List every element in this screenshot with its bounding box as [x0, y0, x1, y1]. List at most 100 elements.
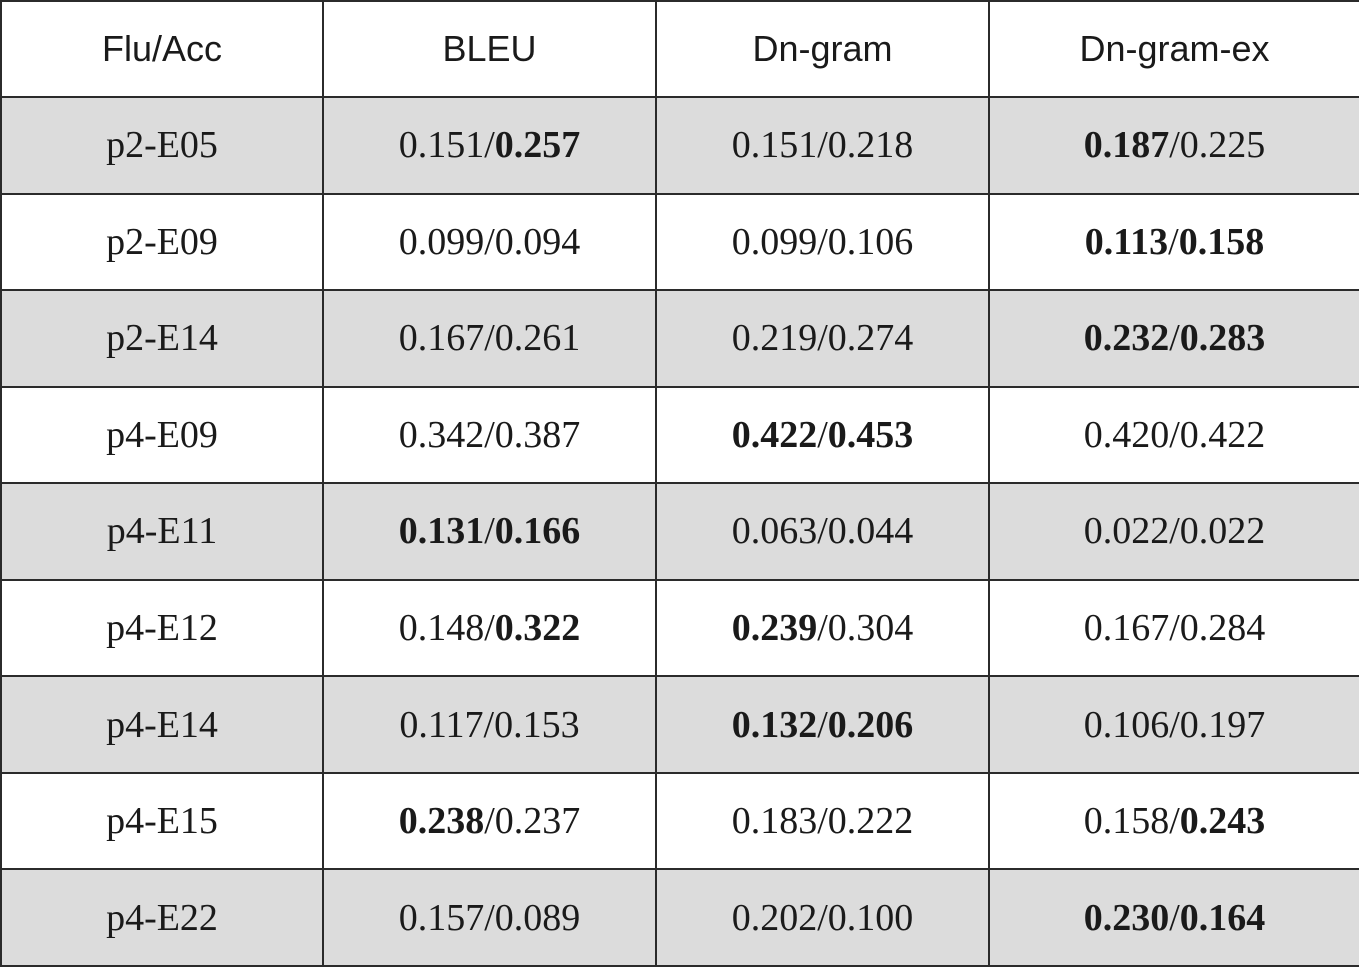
row-label: p4-E12	[0, 578, 324, 678]
value-separator: /	[1169, 413, 1180, 456]
value-separator: /	[484, 317, 495, 360]
fluency-value: 0.422	[731, 413, 818, 456]
cell-dn-gram: 0.219/0.274	[655, 289, 990, 388]
cell-dn-gram: 0.422/0.453	[655, 385, 990, 485]
cell-bleu: 0.148/0.322	[322, 578, 657, 678]
table-row: p2-E14 0.167/0.261 0.219/0.274 0.232/0.283	[0, 289, 1359, 388]
accuracy-value: 0.206	[827, 703, 914, 746]
cell-bleu: 0.238/0.237	[322, 771, 657, 871]
value-separator: /	[817, 607, 828, 649]
accuracy-value: 0.222	[827, 800, 914, 843]
fluency-value: 0.167	[1083, 607, 1170, 649]
cell-dn-gram-ex: 0.158/0.243	[988, 771, 1359, 871]
table-row: p2-E05 0.151/0.257 0.151/0.218 0.187/0.225	[0, 96, 1359, 195]
fluency-value: 0.219	[731, 317, 818, 360]
fluency-value: 0.151	[731, 124, 818, 167]
accuracy-value: 0.453	[827, 413, 914, 456]
accuracy-value: 0.274	[827, 317, 914, 360]
row-label: p2-E09	[0, 192, 324, 292]
accuracy-value: 0.166	[494, 510, 581, 553]
value-separator: /	[817, 703, 828, 746]
accuracy-value: 0.243	[1179, 800, 1266, 843]
table-row: p4-E11 0.131/0.166 0.063/0.044 0.022/0.022	[0, 482, 1359, 581]
cell-bleu: 0.117/0.153	[322, 675, 657, 774]
accuracy-value: 0.100	[827, 896, 914, 939]
fluency-value: 0.187	[1083, 124, 1170, 167]
table-row: p2-E09 0.099/0.094 0.099/0.106 0.113/0.158	[0, 192, 1359, 292]
fluency-value: 0.151	[398, 124, 485, 167]
cell-dn-gram: 0.202/0.100	[655, 868, 990, 967]
accuracy-value: 0.089	[494, 896, 581, 939]
cell-dn-gram-ex: 0.232/0.283	[988, 289, 1359, 388]
value-separator: /	[1169, 703, 1180, 746]
cell-dn-gram-ex: 0.113/0.158	[988, 192, 1359, 292]
value-separator: /	[817, 124, 828, 167]
value-separator: /	[1169, 317, 1180, 360]
cell-dn-gram-ex: 0.230/0.164	[988, 868, 1359, 967]
header-dn-gram: Dn-gram	[655, 0, 990, 98]
fluency-value: 0.183	[731, 800, 818, 843]
fluency-value: 0.148	[398, 607, 485, 649]
fluency-value: 0.232	[1083, 317, 1170, 360]
fluency-value: 0.063	[731, 510, 818, 553]
cell-dn-gram-ex: 0.167/0.284	[988, 578, 1359, 678]
fluency-value: 0.132	[731, 703, 818, 746]
cell-dn-gram: 0.151/0.218	[655, 96, 990, 195]
fluency-value: 0.238	[398, 800, 485, 843]
fluency-value: 0.099	[398, 220, 485, 263]
header-dn-gram-ex: Dn-gram-ex	[988, 0, 1359, 98]
cell-dn-gram-ex: 0.022/0.022	[988, 482, 1359, 581]
accuracy-value: 0.106	[827, 220, 914, 263]
fluency-value: 0.117	[399, 703, 484, 746]
value-separator: /	[817, 413, 828, 456]
accuracy-value: 0.022	[1179, 510, 1266, 553]
header-row: Flu/Acc BLEU Dn-gram Dn-gram-ex	[0, 0, 1359, 98]
cell-dn-gram-ex: 0.420/0.422	[988, 385, 1359, 485]
value-separator: /	[1169, 800, 1180, 843]
accuracy-value: 0.261	[494, 317, 581, 360]
table-row: p4-E15 0.238/0.237 0.183/0.222 0.158/0.243	[0, 771, 1359, 871]
cell-bleu: 0.099/0.094	[322, 192, 657, 292]
accuracy-value: 0.094	[494, 220, 581, 263]
value-separator: /	[484, 413, 495, 456]
accuracy-value: 0.304	[827, 607, 914, 649]
accuracy-value: 0.322	[494, 607, 581, 649]
accuracy-value: 0.257	[494, 124, 581, 167]
value-separator: /	[817, 220, 828, 263]
cell-dn-gram: 0.239/0.304	[655, 578, 990, 678]
header-bleu: BLEU	[322, 0, 657, 98]
cell-bleu: 0.157/0.089	[322, 868, 657, 967]
accuracy-value: 0.237	[494, 800, 581, 843]
value-separator: /	[483, 703, 495, 746]
value-separator: /	[817, 896, 828, 939]
value-separator: /	[1169, 124, 1180, 167]
cell-dn-gram: 0.099/0.106	[655, 192, 990, 292]
value-separator: /	[1169, 896, 1180, 939]
cell-dn-gram-ex: 0.106/0.197	[988, 675, 1359, 774]
value-separator: /	[484, 607, 495, 649]
fluency-value: 0.106	[1083, 703, 1170, 746]
value-separator: /	[484, 800, 495, 843]
table-header: Flu/Acc BLEU Dn-gram Dn-gram-ex	[0, 0, 1359, 98]
fluency-value: 0.158	[1083, 800, 1170, 843]
value-separator: /	[817, 800, 828, 843]
accuracy-value: 0.422	[1179, 413, 1266, 456]
accuracy-value: 0.284	[1179, 607, 1266, 649]
header-flu-acc: Flu/Acc	[0, 0, 324, 98]
fluency-value: 0.157	[398, 896, 485, 939]
fluency-value: 0.099	[731, 220, 818, 263]
fluency-value: 0.167	[398, 317, 485, 360]
accuracy-value: 0.218	[827, 124, 914, 167]
accuracy-value: 0.197	[1179, 703, 1266, 746]
cell-bleu: 0.342/0.387	[322, 385, 657, 485]
row-label: p4-E15	[0, 771, 324, 871]
row-label: p2-E05	[0, 96, 324, 195]
accuracy-value: 0.387	[494, 413, 581, 456]
fluency-value: 0.420	[1083, 413, 1170, 456]
cell-bleu: 0.151/0.257	[322, 96, 657, 195]
value-separator: /	[817, 510, 828, 553]
accuracy-value: 0.153	[494, 703, 580, 746]
fluency-value: 0.239	[731, 607, 818, 649]
row-label: p4-E14	[0, 675, 324, 774]
fluency-value: 0.022	[1083, 510, 1170, 553]
